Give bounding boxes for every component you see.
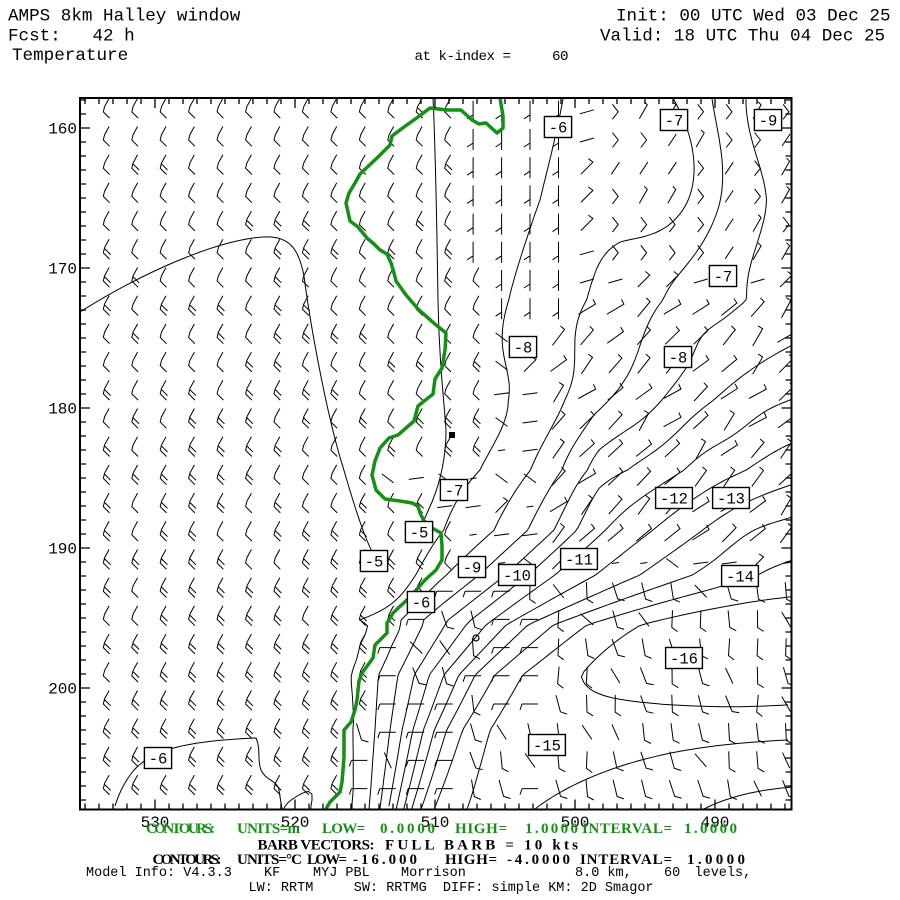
svg-text:Init: 00 UTC Wed 03 Dec 25: Init: 00 UTC Wed 03 Dec 25 <box>616 7 891 27</box>
svg-text:160: 160 <box>48 121 77 139</box>
svg-text:180: 180 <box>48 401 77 419</box>
svg-text:-9: -9 <box>463 560 482 578</box>
svg-text:-16: -16 <box>670 651 698 669</box>
svg-text:60: 60 <box>552 49 569 65</box>
svg-text:-6: -6 <box>412 595 431 613</box>
svg-text:-9: -9 <box>759 113 778 131</box>
svg-text:490: 490 <box>701 814 730 832</box>
svg-text:530: 530 <box>141 814 170 832</box>
svg-text:Morrison: Morrison <box>401 866 466 881</box>
svg-text:-11: -11 <box>565 552 593 570</box>
svg-text:-12: -12 <box>660 491 688 509</box>
svg-text:-7: -7 <box>445 483 464 501</box>
svg-text:170: 170 <box>48 261 77 279</box>
svg-text:200: 200 <box>48 681 77 699</box>
svg-text:60: 60 <box>664 866 680 881</box>
svg-text:HIGH=: HIGH= <box>445 852 497 868</box>
svg-text:CONTOURS:: CONTOURS: <box>146 821 215 837</box>
svg-text:1.0000: 1.0000 <box>525 821 578 837</box>
svg-text:8.0 km,: 8.0 km, <box>575 866 632 881</box>
svg-text:FULL BARB = 10 kts: FULL BARB = 10 kts <box>385 838 578 854</box>
svg-text:-14: -14 <box>726 569 754 587</box>
svg-text:-7: -7 <box>665 113 684 131</box>
svg-text:1.0000: 1.0000 <box>684 821 737 837</box>
svg-text:levels,: levels, <box>695 866 752 881</box>
svg-text:DIFF: simple KM: 2D Smagor: DIFF: simple KM: 2D Smagor <box>443 881 654 896</box>
svg-text:UNITS=m: UNITS=m <box>237 821 301 837</box>
svg-text:-13: -13 <box>717 491 745 509</box>
svg-text:SW: RRTMG: SW: RRTMG <box>354 881 427 896</box>
svg-text:-5: -5 <box>410 525 429 543</box>
svg-text:Fcst: 42 h: Fcst: 42 h <box>8 27 135 47</box>
svg-text:LW: RRTM: LW: RRTM <box>249 881 314 896</box>
svg-text:INTERVAL=: INTERVAL= <box>582 821 672 837</box>
svg-text:-6: -6 <box>149 751 168 769</box>
svg-text:MYJ PBL: MYJ PBL <box>313 866 370 881</box>
svg-text:Temperature: Temperature <box>12 46 128 66</box>
svg-text:LOW=: LOW= <box>322 821 365 837</box>
svg-text:-10: -10 <box>503 568 531 586</box>
svg-text:-8: -8 <box>514 340 533 358</box>
svg-text:1.0000: 1.0000 <box>687 852 745 868</box>
svg-text:UNITS=°C: UNITS=°C <box>237 852 302 868</box>
svg-text:190: 190 <box>48 541 77 559</box>
svg-text:510: 510 <box>421 814 450 832</box>
svg-text:CONTOURS:: CONTOURS: <box>153 852 222 868</box>
svg-text:AMPS 8km Halley window: AMPS 8km Halley window <box>8 7 241 27</box>
svg-text:-6: -6 <box>549 120 568 138</box>
svg-text:BARB VECTORS:: BARB VECTORS: <box>258 838 375 854</box>
svg-text:-8: -8 <box>669 350 688 368</box>
svg-text:Model Info: V4.3.3: Model Info: V4.3.3 <box>86 866 232 881</box>
svg-text:KF: KF <box>264 866 280 881</box>
svg-text:520: 520 <box>281 814 310 832</box>
svg-text:-5: -5 <box>365 554 384 572</box>
svg-text:INTERVAL=: INTERVAL= <box>580 852 672 868</box>
svg-text:500: 500 <box>561 814 590 832</box>
svg-text:at k-index =: at k-index = <box>415 49 512 65</box>
svg-text:0.0000: 0.0000 <box>380 821 435 837</box>
svg-text:LOW=: LOW= <box>307 852 347 868</box>
svg-text:-15: -15 <box>533 738 561 756</box>
svg-text:-7: -7 <box>714 269 733 287</box>
svg-text:Valid: 18 UTC Thu 04 Dec 25: Valid: 18 UTC Thu 04 Dec 25 <box>600 27 885 47</box>
svg-text:HIGH=: HIGH= <box>455 821 507 837</box>
